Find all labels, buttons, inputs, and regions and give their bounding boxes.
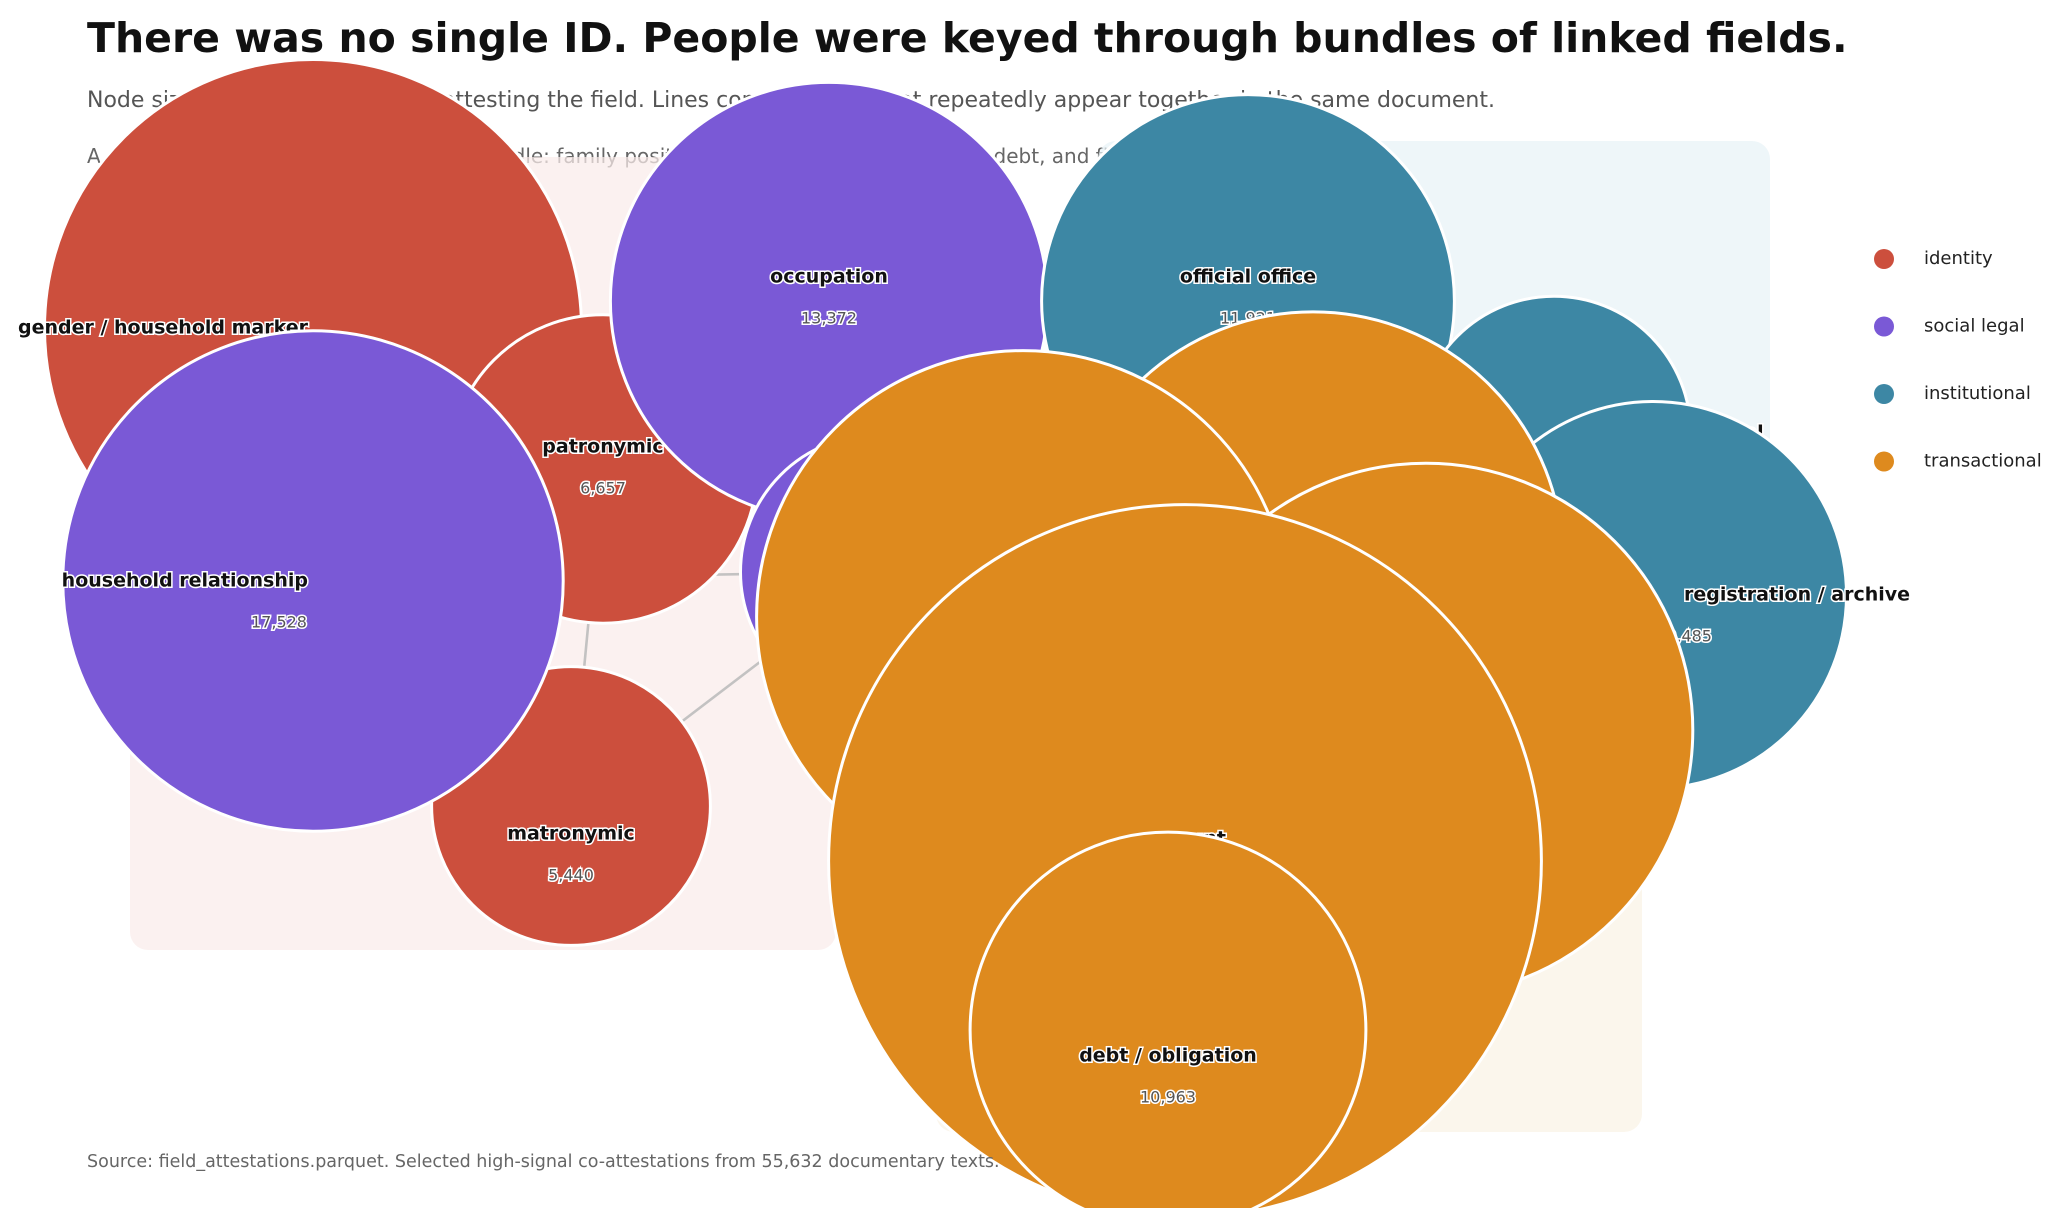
node-label: patronymic — [542, 436, 663, 458]
page-title: There was no single ID. People were keye… — [87, 14, 1848, 62]
legend-swatch — [1874, 451, 1894, 472]
node-circle — [968, 830, 1368, 1208]
legend-item-transactional: transactional — [1874, 451, 2042, 472]
node-circle — [61, 329, 565, 833]
legend-label: social legal — [1924, 316, 2025, 337]
node-label: debt / obligation — [1079, 1045, 1257, 1067]
legend-label: transactional — [1924, 451, 2042, 472]
node-household: household relationship 17,528 — [60, 329, 565, 833]
legend-item-social_legal: social legal — [1874, 316, 2025, 337]
legend-swatch — [1874, 249, 1894, 269]
node-label: matronymic — [507, 823, 635, 845]
node-count: 10,963 — [1140, 1088, 1196, 1107]
legend-label: identity — [1924, 248, 1993, 269]
node-count: 13,372 — [801, 309, 857, 328]
legend-item-identity: identity — [1874, 248, 1993, 269]
legend-item-institutional: institutional — [1874, 383, 2031, 404]
source-note: Source: field_attestations.parquet. Sele… — [87, 1152, 1000, 1172]
node-label: occupation — [770, 266, 888, 288]
node-count: 5,440 — [548, 866, 594, 885]
node-label: household relationship — [62, 570, 308, 592]
legend: identity social legal institutional transac… — [1874, 248, 2042, 472]
node-label: registration / archive — [1684, 584, 1910, 606]
nodes-layer: gender / household marker20,179patronymi… — [16, 58, 1912, 1208]
legend-label: institutional — [1924, 383, 2031, 404]
node-count: 17,528 — [251, 613, 307, 632]
node-count: 6,657 — [580, 479, 626, 498]
legend-swatch — [1874, 384, 1894, 404]
node-label: official office — [1180, 266, 1316, 288]
node-debt: debt / obligation 10,963 — [968, 830, 1368, 1208]
legend-swatch — [1874, 316, 1894, 337]
